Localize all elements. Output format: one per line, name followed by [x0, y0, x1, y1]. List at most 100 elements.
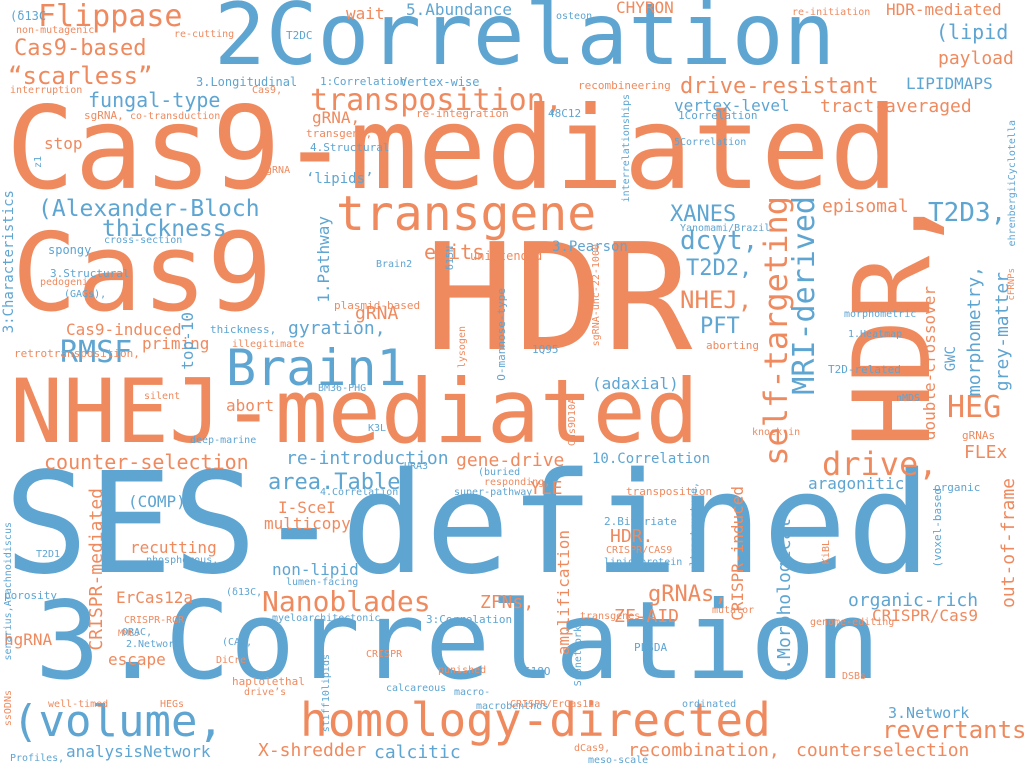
word: Cas9-based	[14, 36, 147, 61]
word: sgRNA,	[84, 109, 124, 122]
word: retrotransposition,	[14, 347, 140, 360]
word: fungal-type	[88, 88, 221, 112]
word: FLEx	[964, 442, 1008, 463]
word: stop	[44, 134, 83, 153]
word: 1Q95	[532, 343, 559, 356]
word: 4.Morphological	[774, 518, 795, 681]
word: lipid-protein	[604, 557, 683, 568]
word: 3.Correlation	[35, 579, 881, 704]
word: Nanoblades	[262, 585, 431, 618]
word: recombineering	[578, 79, 671, 92]
word: spongy	[48, 243, 92, 257]
word: priming	[142, 334, 210, 353]
word: ErCas12a	[116, 588, 194, 607]
word: CRISPR-induced	[728, 486, 747, 621]
word: T2D3,	[928, 198, 1007, 228]
word: counterselection	[796, 740, 970, 761]
word: NHEJ,	[680, 286, 753, 314]
word: K3L	[368, 423, 387, 434]
word: recombination,	[628, 740, 780, 761]
word: HDR-mediated	[886, 0, 1002, 19]
word: Brain2	[376, 259, 413, 270]
word: organic-rich	[848, 590, 979, 611]
word: (buried	[478, 467, 521, 478]
word: CRISPR/Cas9	[872, 606, 978, 625]
word: co-transduction	[130, 111, 221, 122]
word: DiCre	[216, 655, 247, 666]
word: drive,	[822, 445, 938, 483]
word: re-initiation	[792, 7, 871, 18]
word: Vertex-wise	[400, 75, 480, 89]
word: Subnetworks	[573, 620, 584, 687]
word: 1Correlation	[678, 109, 758, 122]
word: MMEJ	[118, 629, 140, 639]
word: top-10	[178, 312, 197, 370]
word: (CAD,	[222, 637, 253, 648]
word: 10.Correlation	[592, 451, 711, 467]
word: ehrenbergiiCyclotella	[1007, 120, 1018, 247]
word: hgRNA	[4, 630, 53, 649]
word: sgRNA	[260, 165, 291, 176]
word: re-introduction	[286, 448, 449, 469]
word: CRISPR/ErCas12a	[510, 699, 601, 710]
word: recutting	[130, 538, 217, 557]
word: CHYRON	[616, 0, 674, 17]
word: 1:Correlation	[320, 75, 407, 88]
word: revertants	[882, 716, 1024, 744]
word: ordinated	[682, 699, 737, 710]
word: transgenes,	[580, 611, 647, 622]
word: X-shredder	[258, 740, 367, 761]
word: analysisNetwork	[66, 742, 211, 761]
word: (δ13C,	[226, 587, 263, 598]
word: 1.Pathway	[314, 216, 333, 303]
word: drive’s	[244, 687, 287, 698]
word: “scarless”	[8, 62, 153, 90]
word: T2D1,	[36, 549, 67, 560]
word: myeloarchitectonic	[272, 613, 381, 624]
word: illegitimate	[232, 339, 305, 350]
word: deep-marine	[190, 435, 257, 446]
word: calcitic	[374, 742, 461, 763]
word: (δ13C	[10, 9, 47, 23]
word: ZF-AID	[614, 606, 680, 627]
word: osteon	[556, 11, 593, 22]
word: (volume,	[12, 696, 224, 747]
word: cross-section	[104, 235, 183, 246]
word: ultrastructure,	[689, 482, 700, 573]
word: double-crossover	[920, 286, 939, 441]
word: Cas9	[12, 211, 273, 336]
word: gRNA	[355, 303, 399, 324]
word: MRI-derived	[787, 196, 822, 395]
word: payload	[938, 48, 1014, 69]
word: GWC	[943, 346, 959, 372]
word: PFT	[700, 314, 740, 339]
word: 3.Pearson	[552, 239, 628, 255]
word: T2DC	[286, 29, 313, 42]
word: RMSF	[60, 335, 133, 370]
word: YLE	[530, 478, 563, 499]
word: aragonitic	[808, 474, 905, 493]
word: gyration,	[288, 318, 386, 339]
word: (adaxial)	[592, 374, 679, 393]
word: meso-scale	[588, 755, 649, 766]
word: (GAGs),	[64, 289, 107, 300]
word: transgene,	[306, 127, 373, 140]
word: transposition,	[310, 83, 563, 118]
word: calcareous	[386, 683, 447, 694]
word: counter-selection	[44, 450, 249, 474]
word: 2.Bivariate	[604, 515, 677, 528]
word: dcyt,	[680, 226, 759, 256]
word: ORAC,	[122, 627, 153, 638]
word: T2D2,	[686, 256, 753, 281]
word: CRISPR	[366, 649, 403, 660]
word: PLSDA	[634, 641, 668, 654]
word: lysogen	[457, 326, 468, 369]
word: interruption	[10, 85, 83, 96]
word: Cas9-induced	[66, 320, 182, 339]
word: sgRNA-unc-22-1000	[591, 244, 602, 347]
word: CRISPR-mediated	[86, 488, 107, 651]
word: 48C12	[548, 107, 582, 120]
word: z1	[33, 156, 44, 169]
word: ZFNs,	[480, 592, 535, 613]
